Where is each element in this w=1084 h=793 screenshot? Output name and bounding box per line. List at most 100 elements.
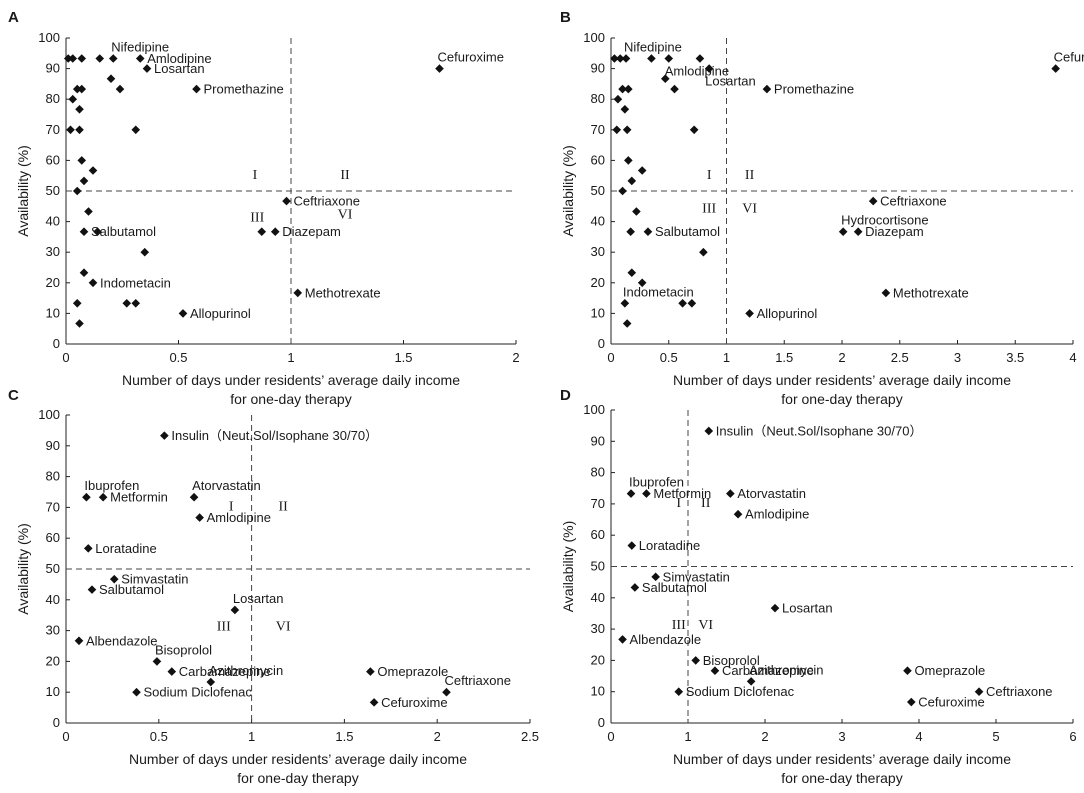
data-point-marker — [615, 54, 625, 63]
data-point-marker — [75, 104, 84, 114]
y-tick-label: 80 — [46, 469, 60, 484]
data-point-marker — [704, 64, 714, 73]
data-point-marker — [627, 541, 637, 550]
data-point-marker — [632, 207, 641, 216]
quadrant-label: I — [676, 496, 681, 511]
y-axis-title: Availability (%) — [15, 145, 31, 237]
data-point-marker — [84, 207, 93, 216]
data-point-marker — [135, 54, 145, 63]
data-point-marker — [87, 585, 97, 594]
data-point-marker — [620, 104, 630, 114]
data-point-label: Carbamazepine — [179, 664, 271, 679]
data-point-marker — [257, 227, 267, 236]
data-point-label: Salbutamol — [642, 580, 707, 595]
data-point-label: Diazepam — [282, 224, 341, 239]
y-tick-label: 50 — [46, 183, 60, 198]
data-point-marker — [442, 687, 451, 697]
data-point-marker — [660, 74, 670, 83]
data-point-label: Albendazole — [86, 633, 158, 648]
data-point-marker — [75, 319, 84, 328]
y-tick-label: 20 — [46, 275, 60, 290]
data-point-marker — [674, 687, 684, 696]
data-point-marker — [77, 156, 87, 165]
y-tick-label: 60 — [46, 152, 60, 167]
quadrant-label: II — [745, 168, 755, 183]
data-point-label: Cefuroxime — [918, 695, 984, 710]
x-tick-label: 4 — [1069, 350, 1076, 365]
data-point-marker — [618, 635, 627, 644]
data-point-marker — [726, 489, 735, 498]
data-point-label: Sodium Diclofenac — [144, 685, 253, 700]
data-point-label: Loratadine — [95, 541, 156, 556]
data-point-marker — [647, 54, 656, 63]
data-point-label: Losartan — [782, 601, 833, 616]
y-tick-label: 90 — [591, 61, 605, 76]
y-tick-label: 60 — [591, 152, 605, 167]
y-tick-label: 100 — [38, 407, 60, 422]
x-tick-label: 1 — [723, 350, 730, 365]
y-tick-label: 100 — [38, 30, 60, 45]
quadrant-label: II — [701, 496, 711, 511]
data-point-label: Carbamazepine — [722, 663, 814, 678]
data-point-marker — [664, 54, 674, 63]
x-tick-label: 1 — [248, 729, 255, 744]
data-point-marker — [115, 84, 125, 94]
y-tick-label: 40 — [46, 214, 60, 229]
x-tick-label: 1.5 — [394, 350, 412, 365]
data-point-marker — [746, 677, 756, 686]
x-tick-label: 3 — [838, 729, 845, 744]
data-point-marker — [626, 227, 635, 236]
x-tick-label: 0 — [607, 350, 614, 365]
data-point-marker — [853, 227, 863, 236]
data-point-marker — [621, 54, 631, 63]
data-point-label: Simvastatin — [121, 572, 188, 587]
quadrant-label: I — [229, 499, 234, 514]
y-tick-label: 70 — [46, 122, 60, 137]
data-point-marker — [651, 572, 660, 582]
data-point-marker — [624, 156, 633, 165]
data-point-marker — [131, 299, 141, 308]
data-point-marker — [1051, 64, 1060, 73]
data-point-marker — [77, 54, 87, 63]
x-tick-label: 2.5 — [521, 729, 539, 744]
y-tick-label: 20 — [46, 653, 60, 668]
quadrant-label: III — [250, 211, 264, 226]
data-point-marker — [152, 657, 162, 666]
data-point-marker — [637, 278, 647, 288]
data-point-marker — [620, 299, 630, 308]
quadrant-label: III — [702, 201, 716, 216]
data-point-label: Azithromycin — [749, 662, 823, 677]
data-point-label: Amlodipine — [665, 64, 729, 79]
x-tick-label: 0 — [62, 350, 69, 365]
data-point-label: Metformin — [110, 490, 168, 505]
x-tick-label: 2 — [434, 729, 441, 744]
data-point-marker — [63, 54, 73, 63]
chart-panel-b: B0 0.5 1 1.5 2 2.5 3 3.5 40102030405060708090100… — [560, 9, 1084, 407]
data-point-marker — [695, 54, 705, 63]
data-point-marker — [678, 299, 687, 308]
y-tick-label: 30 — [591, 621, 605, 636]
data-point-label: Bisoprolol — [703, 653, 760, 668]
data-point-label: Indometacin — [623, 284, 694, 299]
data-point-label: Allopurinol — [190, 306, 251, 321]
data-point-marker — [122, 299, 132, 308]
data-point-marker — [637, 166, 647, 175]
data-point-label: Methotrexate — [893, 285, 969, 300]
data-point-marker — [79, 268, 89, 278]
data-point-label: Salbutamol — [99, 582, 164, 597]
quadrant-label: VI — [276, 620, 291, 635]
data-point-marker — [618, 186, 627, 196]
quadrant-label: I — [253, 168, 258, 183]
data-point-label: Losartan — [154, 61, 205, 76]
y-tick-label: 40 — [591, 214, 605, 229]
data-point-marker — [630, 583, 640, 592]
data-point-label: Cefuroxime — [1054, 50, 1084, 65]
data-point-label: Atorvastatin — [737, 486, 806, 501]
data-point-marker — [160, 431, 169, 440]
quadrant-label: III — [672, 618, 686, 633]
panel-letter: D — [560, 387, 571, 404]
y-tick-label: 100 — [583, 30, 605, 45]
data-point-label: Omeprazole — [914, 663, 985, 678]
quadrant-label: VI — [698, 618, 713, 633]
data-point-marker — [98, 492, 108, 502]
